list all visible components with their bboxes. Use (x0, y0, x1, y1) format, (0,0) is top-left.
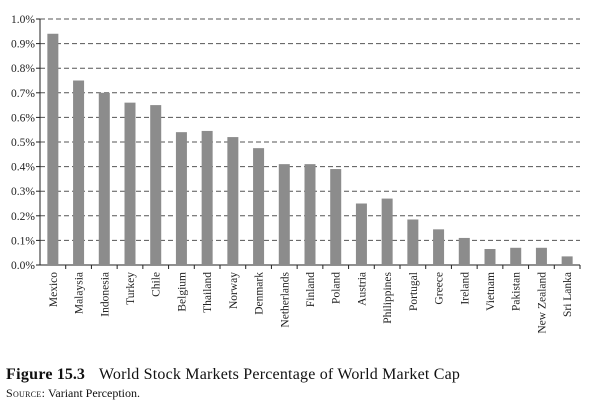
y-tick-label: 0.6% (11, 112, 35, 124)
bar-poland (330, 169, 342, 265)
x-tick-label: Denmark (254, 272, 266, 315)
y-tick-label: 0.1% (11, 235, 35, 247)
y-tick-label: 0.0% (11, 260, 35, 272)
x-tick-label: Poland (331, 272, 343, 304)
x-tick-label: Turkey (125, 272, 137, 305)
x-tick-label: Sri Lanka (562, 272, 574, 317)
bar-chart: 0.0% 0.1% 0.2% 0.3% 0.4% 0.5% 0.6% 0.7% 0.8% 0.9%… (11, 14, 581, 334)
x-tick-label: Portugal (408, 272, 420, 311)
x-tick-label: Mexico (48, 272, 60, 307)
bar-portugal (407, 219, 419, 265)
y-tick-label: 0.7% (11, 88, 35, 100)
x-tick-labels: Mexico Malaysia Indonesia Turkey Chile Belgiu… (48, 271, 574, 333)
y-tick-labels: 0.0% 0.1% 0.2% 0.3% 0.4% 0.5% 0.6% 0.7% 0.8% 0.9%… (11, 14, 35, 272)
bar-norway (227, 137, 239, 265)
bar-mexico (47, 33, 59, 266)
x-tick-label: New Zealand (536, 272, 548, 334)
x-tick-label: Greece (434, 272, 446, 305)
x-tick-label: Austria (356, 272, 368, 306)
y-tick-label: 0.8% (11, 63, 35, 75)
x-tick-label: Indonesia (99, 272, 111, 317)
bar-chile (150, 105, 162, 265)
bars (47, 33, 573, 266)
bar-sri-lanka (561, 256, 573, 265)
x-tick-label: Pakistan (511, 272, 523, 311)
x-tick-label: Norway (228, 272, 240, 309)
y-tick-label: 0.9% (11, 39, 35, 51)
bar-philippines (381, 198, 393, 265)
y-tick-label: 0.2% (11, 211, 35, 223)
caption-source-line: Source: Variant Perception. (6, 386, 460, 401)
bar-ireland (458, 237, 470, 265)
bar-turkey (124, 102, 136, 265)
source-text: Variant Perception. (48, 386, 140, 400)
y-tick-label: 0.3% (11, 186, 35, 198)
bar-denmark (253, 148, 265, 265)
y-tick-label: 0.4% (11, 162, 35, 174)
x-tick-label: Philippines (382, 271, 394, 323)
source-label: Source: (6, 386, 46, 400)
x-tick-label: Belgium (176, 272, 188, 312)
x-tick-label: Finland (305, 272, 317, 307)
bar-finland (304, 164, 316, 265)
x-tick-label: Netherlands (279, 271, 291, 327)
bar-malaysia (73, 80, 85, 265)
bar-new-zealand (535, 247, 547, 265)
bar-vietnam (484, 249, 496, 265)
bar-belgium (175, 132, 187, 265)
bar-greece (433, 229, 445, 265)
figure-caption: Figure 15.3 World Stock Markets Percentage… (6, 366, 460, 401)
bar-pakistan (510, 247, 522, 265)
bar-netherlands (278, 164, 290, 265)
caption-title-line: Figure 15.3 World Stock Markets Percentage… (6, 366, 460, 384)
x-tick-label: Malaysia (74, 272, 86, 314)
x-tick-label: Thailand (202, 272, 214, 313)
bar-thailand (201, 130, 213, 265)
y-tick-label: 0.5% (11, 137, 35, 149)
y-tick-label: 1.0% (11, 14, 35, 26)
bar-austria (355, 203, 367, 265)
figure-label: Figure (6, 366, 53, 383)
x-tick-label: Chile (151, 272, 163, 297)
figure-number: 15.3 (56, 366, 85, 383)
bar-indonesia (98, 92, 110, 265)
x-tick-label: Ireland (459, 272, 471, 305)
figure-title: World Stock Markets Percentage of World … (98, 366, 461, 383)
x-tick-label: Vietnam (485, 272, 497, 311)
